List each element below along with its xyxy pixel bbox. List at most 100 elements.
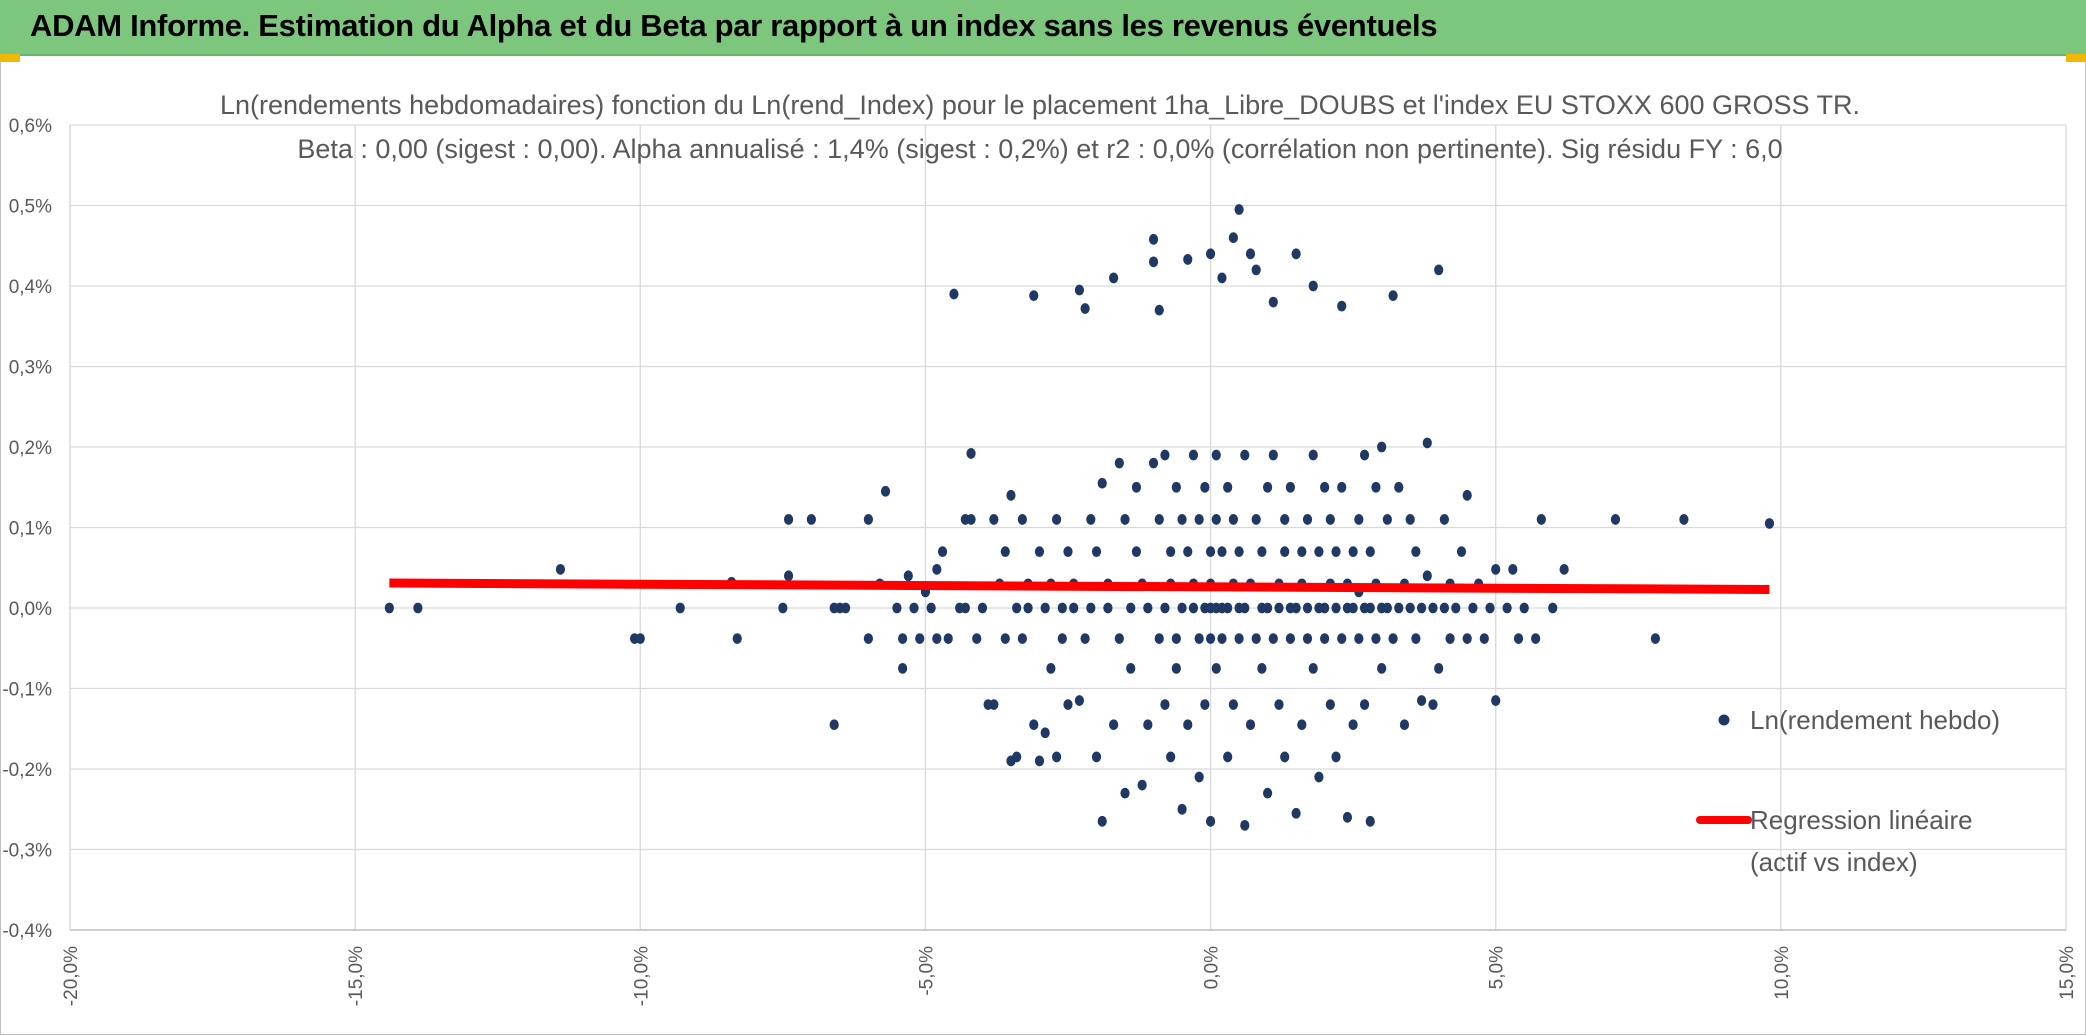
data-point <box>1445 633 1455 644</box>
data-point <box>1359 449 1370 461</box>
banner-title: ADAM Informe. Estimation du Alpha et du … <box>30 8 1438 43</box>
data-point <box>1023 602 1033 614</box>
regression-line-group <box>389 578 1770 594</box>
data-point <box>1468 602 1478 614</box>
data-point <box>840 602 851 614</box>
data-point <box>1513 633 1524 644</box>
data-point <box>1126 662 1136 674</box>
data-point <box>1097 815 1107 827</box>
data-point <box>829 719 839 731</box>
data-point <box>1382 602 1392 614</box>
data-point <box>555 563 566 575</box>
data-point <box>1508 563 1518 575</box>
data-point <box>1029 719 1039 731</box>
data-point <box>1536 514 1546 525</box>
data-point <box>1223 602 1233 614</box>
data-point <box>1291 602 1301 614</box>
data-point <box>1154 514 1164 525</box>
data-point <box>1411 546 1421 558</box>
y-tick-label: 0,5% <box>9 197 52 218</box>
data-point <box>1274 602 1284 614</box>
data-point <box>1405 602 1415 614</box>
data-point <box>1205 815 1216 827</box>
legend-label-scatter: Ln(rendement hebdo) <box>1750 705 2000 735</box>
data-point <box>1263 787 1273 799</box>
data-point <box>1325 699 1335 710</box>
data-point <box>898 662 908 674</box>
data-point <box>1223 481 1233 493</box>
data-point <box>1365 546 1375 558</box>
data-point <box>1479 633 1489 644</box>
data-point <box>1114 457 1124 469</box>
scatter-points <box>384 204 1775 831</box>
data-point <box>1148 256 1159 268</box>
gridlines <box>69 124 2067 931</box>
data-point <box>1439 602 1449 614</box>
data-point <box>1268 296 1278 308</box>
data-point <box>1280 514 1290 525</box>
data-point <box>1228 232 1238 244</box>
data-point <box>1183 546 1193 558</box>
data-point <box>1057 633 1067 644</box>
data-point <box>1063 546 1073 558</box>
data-point <box>1080 633 1090 644</box>
data-point <box>1091 751 1102 763</box>
data-point <box>1548 602 1558 614</box>
data-point <box>1200 699 1210 710</box>
data-point <box>1280 751 1290 763</box>
data-point <box>1234 546 1244 558</box>
chart-title-line-1: Ln(rendements hebdomadaires) fonction du… <box>220 90 1860 120</box>
data-point <box>1285 633 1296 644</box>
data-point <box>1337 633 1347 644</box>
data-point <box>1348 719 1358 731</box>
report-banner: ADAM Informe. Estimation du Alpha et du … <box>0 0 2086 56</box>
y-tick-label: -0,4% <box>2 921 52 942</box>
data-point <box>1017 514 1027 525</box>
data-point <box>1012 751 1022 763</box>
data-point <box>1462 489 1472 501</box>
legend-label-regression-line-1: Regression linéaire <box>1750 805 1973 835</box>
data-point <box>909 602 919 614</box>
data-point <box>1320 602 1330 614</box>
x-tick-label: -20,0% <box>61 946 82 1006</box>
data-point <box>1371 633 1381 644</box>
x-tick-label: 15,0% <box>2057 946 2078 1000</box>
data-point <box>1154 633 1164 644</box>
data-point <box>1017 633 1027 644</box>
data-point <box>635 633 645 644</box>
data-point <box>1342 811 1353 823</box>
data-point <box>1240 819 1250 831</box>
data-point <box>1331 602 1341 614</box>
data-point <box>1154 304 1164 316</box>
data-point <box>1485 602 1495 614</box>
data-point <box>972 633 982 644</box>
data-point <box>1120 787 1130 799</box>
data-point <box>863 514 874 525</box>
legend-marker-scatter <box>1718 714 1730 726</box>
data-point <box>1320 481 1330 493</box>
data-point <box>1148 233 1159 245</box>
y-tick-label: -0,3% <box>2 841 52 862</box>
data-point <box>1166 546 1176 558</box>
data-point <box>1434 662 1444 674</box>
data-point <box>1211 662 1221 674</box>
data-point <box>898 633 908 644</box>
data-point <box>1331 546 1341 558</box>
data-point <box>1000 546 1010 558</box>
data-point <box>1012 602 1022 614</box>
data-point <box>1382 514 1392 525</box>
data-point <box>1263 602 1273 614</box>
data-point <box>1416 602 1427 614</box>
data-point <box>915 633 925 644</box>
data-point <box>1194 633 1204 644</box>
data-point <box>1377 441 1387 453</box>
data-point <box>384 602 394 614</box>
data-point <box>783 514 794 525</box>
data-point <box>1074 284 1085 296</box>
data-point <box>1109 719 1119 731</box>
data-point <box>1211 449 1221 461</box>
data-point <box>1051 514 1062 525</box>
data-point <box>1285 481 1296 493</box>
data-point <box>943 633 953 644</box>
